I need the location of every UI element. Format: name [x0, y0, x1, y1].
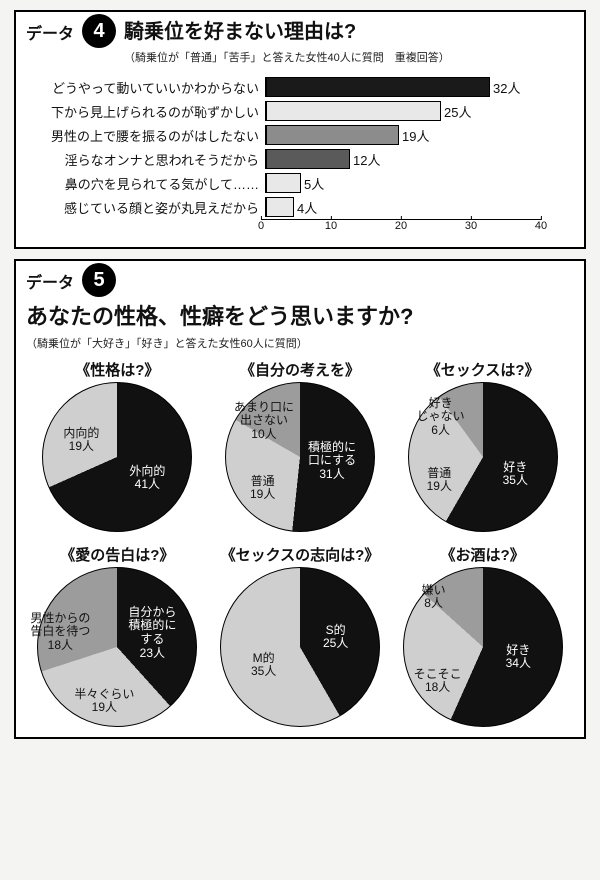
- bar-value: 4人: [293, 198, 317, 217]
- pie-chart: 自分から積極的にする23人半々ぐらい19人男性からの告白を待つ18人: [37, 567, 197, 727]
- pie-slice-label: S的25人: [323, 624, 348, 652]
- pie-wrap: 《愛の告白は?》自分から積極的にする23人半々ぐらい19人 男性からの告白を待つ1…: [30, 544, 205, 727]
- pie-slice-label: 外向的41人: [129, 465, 165, 493]
- panel-4-header: データ 4 騎乗位を好まない理由は? （騎乗位が「普通」「苦手」と答えた女性40…: [26, 20, 574, 65]
- pie-slice-label: M的35人: [251, 652, 276, 680]
- pie-slice-label: 嫌い8人: [422, 584, 446, 612]
- pie-wrap: 《セックスの志向は?》 S的25人 M的35人: [212, 544, 387, 727]
- bar-row: どうやって動いていいかわからない32人: [30, 75, 570, 99]
- pie-title: 《お酒は?》: [441, 544, 525, 565]
- badge-5: 5: [82, 263, 116, 297]
- bar-value: 5人: [300, 174, 324, 193]
- bar-row: 男性の上で腰を振るのがはしたない19人: [30, 123, 570, 147]
- bar-row: 鼻の穴を見られてる気がして……5人: [30, 171, 570, 195]
- bar-chart-axis: 010203040: [261, 219, 541, 237]
- pie-grid: 《性格は?》外向的41人 内向的19人 《自分の考えを》積極的に口にする31人普通1…: [26, 359, 574, 727]
- pie-wrap: 《自分の考えを》積極的に口にする31人普通19人 あまり口に出さない10人: [212, 359, 387, 532]
- panel-4: データ 4 騎乗位を好まない理由は? （騎乗位が「普通」「苦手」と答えた女性40…: [14, 10, 586, 249]
- pie-slice-label: 半々ぐらい19人: [74, 688, 134, 716]
- bar-value: 25人: [440, 102, 471, 121]
- pie-title: 《自分の考えを》: [240, 359, 360, 380]
- bar-chart: どうやって動いていいかわからない32人下から見上げられるのが恥ずかしい25人男性…: [30, 75, 570, 219]
- bar-row: 感じている顔と姿が丸見えだから4人: [30, 195, 570, 219]
- bar: 19人: [266, 125, 399, 145]
- axis-tick: 30: [465, 220, 477, 232]
- pie-title: 《愛の告白は?》: [60, 544, 174, 565]
- pie-slice-label: 好きじゃない6人: [417, 397, 465, 438]
- pie-chart: S的25人 M的35人: [220, 567, 380, 727]
- pie-slice-label: 内向的19人: [63, 427, 99, 455]
- axis-tick: 20: [395, 220, 407, 232]
- pie-slice-label: 好き35人: [503, 461, 528, 489]
- pie-title: 《性格は?》: [75, 359, 159, 380]
- pie-chart: 好き35人 普通19人 好きじゃない6人: [408, 382, 558, 532]
- bar-track: 5人: [265, 173, 570, 193]
- pie-chart: 積極的に口にする31人普通19人 あまり口に出さない10人: [225, 382, 375, 532]
- badge-4: 4: [82, 14, 116, 48]
- bar-value: 12人: [349, 150, 380, 169]
- panel-4-subtitle: （騎乗位が「普通」「苦手」と答えた女性40人に質問 重複回答）: [124, 49, 450, 65]
- bar-track: 12人: [265, 149, 570, 169]
- axis-tick: 40: [535, 220, 547, 232]
- data-label: データ: [26, 20, 74, 44]
- bar-label: 男性の上で腰を振るのがはしたない: [30, 126, 265, 145]
- bar-label: 淫らなオンナと思われそうだから: [30, 150, 265, 169]
- bar-label: 下から見上げられるのが恥ずかしい: [30, 102, 265, 121]
- bar-track: 25人: [265, 101, 570, 121]
- pie-wrap: 《お酒は?》好き34人そこそこ18人 嫌い8人: [395, 544, 570, 727]
- bar-track: 19人: [265, 125, 570, 145]
- panel-4-title: 騎乗位を好まない理由は?: [124, 20, 450, 45]
- pie-title: 《セックスの志向は?》: [221, 544, 380, 565]
- bar-row: 淫らなオンナと思われそうだから12人: [30, 147, 570, 171]
- bar-value: 19人: [398, 126, 429, 145]
- pie-chart: 外向的41人 内向的19人: [42, 382, 192, 532]
- pie-slice-label: 男性からの告白を待つ18人: [30, 612, 90, 653]
- bar: 5人: [266, 173, 301, 193]
- bar-track: 32人: [265, 77, 570, 97]
- bar: 4人: [266, 197, 294, 217]
- panel-5-subtitle: （騎乗位が「大好き」「好き」と答えた女性60人に質問）: [26, 335, 574, 351]
- data-label: データ: [26, 269, 74, 293]
- bar: 25人: [266, 101, 441, 121]
- panel-5-header: データ 5: [26, 269, 574, 297]
- bar-row: 下から見上げられるのが恥ずかしい25人: [30, 99, 570, 123]
- pie-slice-label: あまり口に出さない10人: [234, 401, 294, 442]
- pie-wrap: 《セックスは?》好き35人 普通19人 好きじゃない6人: [395, 359, 570, 532]
- pie-slice-label: そこそこ18人: [414, 668, 462, 696]
- panel-5-title: あなたの性格、性癖をどう思いますか?: [26, 303, 574, 331]
- pie-title: 《セックスは?》: [426, 359, 540, 380]
- bar: 12人: [266, 149, 350, 169]
- pie-slice-label: 自分から積極的にする23人: [128, 606, 176, 661]
- bar-value: 32人: [489, 78, 520, 97]
- pie-slice-label: 好き34人: [506, 644, 531, 672]
- pie-slice-label: 普通19人: [250, 475, 275, 503]
- bar-track: 4人: [265, 197, 570, 217]
- pie-slice-label: 普通19人: [427, 467, 452, 495]
- panel-5: データ 5 あなたの性格、性癖をどう思いますか? （騎乗位が「大好き」「好き」と…: [14, 259, 586, 739]
- bar-label: 鼻の穴を見られてる気がして……: [30, 174, 265, 193]
- pie-slice-label: 積極的に口にする31人: [308, 441, 356, 482]
- bar: 32人: [266, 77, 490, 97]
- pie-chart: 好き34人そこそこ18人 嫌い8人: [403, 567, 563, 727]
- axis-tick: 0: [258, 220, 264, 232]
- pie-wrap: 《性格は?》外向的41人 内向的19人: [30, 359, 205, 532]
- axis-tick: 10: [325, 220, 337, 232]
- bar-label: どうやって動いていいかわからない: [30, 78, 265, 97]
- bar-label: 感じている顔と姿が丸見えだから: [30, 198, 265, 217]
